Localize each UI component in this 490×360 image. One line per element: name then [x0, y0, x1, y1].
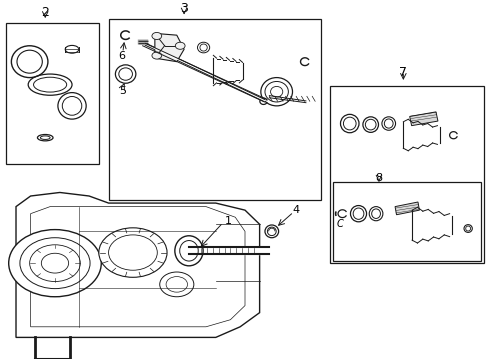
Ellipse shape	[180, 240, 198, 261]
Text: 5: 5	[119, 86, 126, 96]
Text: 3: 3	[180, 2, 188, 15]
Text: 1: 1	[224, 216, 231, 226]
Circle shape	[175, 42, 185, 49]
Text: 7: 7	[399, 66, 407, 79]
Text: 4: 4	[293, 205, 300, 215]
Circle shape	[9, 230, 101, 297]
Polygon shape	[16, 193, 260, 337]
Circle shape	[166, 276, 188, 292]
Polygon shape	[155, 33, 184, 62]
Circle shape	[152, 32, 162, 40]
Polygon shape	[410, 112, 438, 126]
Text: C: C	[337, 219, 343, 229]
Ellipse shape	[265, 225, 279, 238]
Circle shape	[160, 272, 194, 297]
Text: 8: 8	[375, 173, 383, 183]
Circle shape	[41, 253, 69, 273]
Circle shape	[20, 238, 90, 289]
Text: 6: 6	[119, 51, 126, 61]
Circle shape	[30, 245, 80, 282]
Polygon shape	[395, 202, 419, 215]
Circle shape	[109, 235, 157, 270]
Text: 2: 2	[41, 6, 49, 19]
Ellipse shape	[268, 227, 276, 235]
Ellipse shape	[175, 236, 203, 266]
Circle shape	[152, 52, 162, 59]
Circle shape	[99, 228, 167, 277]
